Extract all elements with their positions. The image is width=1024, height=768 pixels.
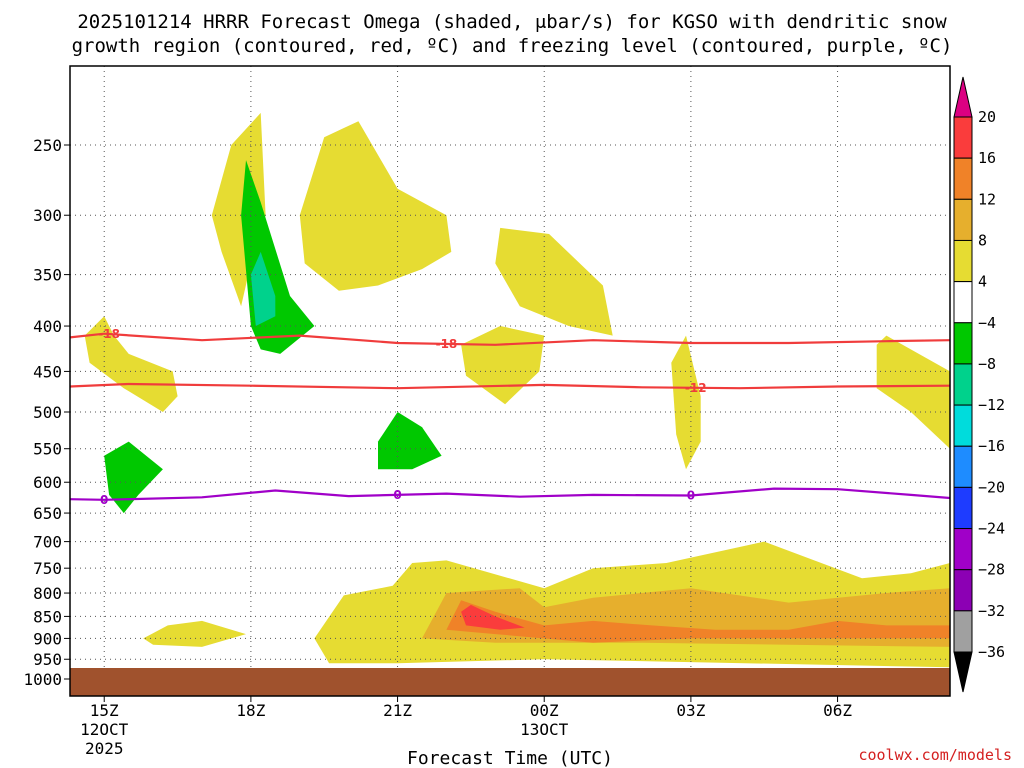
colorbar-swatch-9 (953, 486, 973, 530)
colorbar-swatch-12 (953, 610, 973, 653)
ytick-label-900: 900 (33, 629, 62, 648)
colorbar-swatch-4 (953, 281, 973, 324)
xtick-date-3: 13OCT (520, 720, 569, 739)
omega-region-pos4-8 (876, 335, 950, 449)
colorbar-swatch-1 (953, 157, 973, 200)
ytick-label-600: 600 (33, 473, 62, 492)
colorbar-tick-4: 4 (978, 273, 987, 291)
colorbar-swatch-8 (953, 445, 973, 488)
credit-text: coolwx.com/models (858, 746, 1012, 764)
contour-line-2 (70, 487, 950, 501)
omega-region-pos4-5 (495, 227, 613, 336)
omega-region-pos4-0 (143, 620, 246, 647)
omega-region-pos12-10 (446, 600, 950, 643)
omega-region-pos4-2 (299, 121, 452, 291)
plot-frame (69, 65, 951, 697)
ytick-label-300: 300 (33, 206, 62, 225)
contour-label-0-1: -18 (436, 337, 458, 351)
colorbar-tick-3: 8 (978, 231, 987, 249)
colorbar-bottom-extension (953, 651, 973, 693)
xtick-label-4: 03Z (676, 701, 705, 720)
contour-line-0 (70, 332, 950, 346)
ytick-label-950: 950 (33, 650, 62, 669)
omega-region-neg4-14 (378, 412, 442, 470)
colorbar-top-extension (953, 76, 973, 118)
colorbar-tick-12: −32 (978, 602, 1005, 620)
y-axis: 250 300 350 400 450 500 550 600 650 700 750 800 850 9… (23, 136, 70, 689)
temperature-contours: -18 -18 -12 0 0 0 (70, 327, 950, 507)
colorbar-tick-2: 12 (978, 190, 996, 208)
ground-surface (70, 668, 950, 696)
omega-region-pos4-7 (671, 335, 701, 470)
gridlines (70, 66, 950, 696)
xtick-label-5: 06Z (823, 701, 852, 720)
contour-label-2-0: 0 (100, 493, 108, 507)
colorbar-swatch-0 (953, 116, 973, 159)
contour-label-2-2: 0 (687, 488, 695, 502)
colorbar-swatch-7 (953, 404, 973, 447)
ytick-label-400: 400 (33, 317, 62, 336)
colorbar-tick-7: −12 (978, 396, 1005, 414)
ytick-label-350: 350 (33, 266, 62, 285)
colorbar-swatch-5 (953, 322, 973, 365)
colorbar-tick-13: −36 (978, 643, 1005, 661)
ytick-label-700: 700 (33, 533, 62, 552)
colorbar-swatch-2 (953, 198, 973, 241)
colorbar-swatch-10 (953, 528, 973, 571)
xtick-label-3: 00Z (530, 701, 559, 720)
contour-label-2-1: 0 (393, 488, 401, 502)
omega-region-neg8-15 (250, 251, 276, 326)
colorbar-tick-5: −4 (978, 314, 996, 332)
x-axis-label: Forecast Time (UTC) (407, 748, 613, 768)
chart-title-line-2: growth region (contoured, red, ºC) and f… (72, 35, 953, 57)
chart-title-line-1: 2025101214 HRRR Forecast Omega (shaded, … (77, 11, 947, 33)
xtick-label-1: 18Z (236, 701, 265, 720)
ytick-label-750: 750 (33, 559, 62, 578)
omega-region-neg4-13 (104, 441, 163, 514)
colorbar-tick-10: −24 (978, 520, 1005, 538)
xtick-year-0: 2025 (85, 739, 124, 758)
colorbar-tick-11: −28 (978, 561, 1005, 579)
ytick-label-550: 550 (33, 440, 62, 459)
ytick-label-450: 450 (33, 362, 62, 381)
ytick-label-650: 650 (33, 504, 62, 523)
xtick-label-0: 15Z (90, 701, 119, 720)
colorbar-swatch-3 (953, 239, 973, 283)
omega-region-pos16-11 (461, 604, 525, 630)
colorbar-tick-6: −8 (978, 355, 996, 373)
contour-label-0-0: -18 (98, 327, 120, 341)
colorbar-tick-1: 16 (978, 149, 996, 167)
ytick-label-800: 800 (33, 584, 62, 603)
colorbar-tick-9: −20 (978, 478, 1005, 496)
contour-label-1-0: -12 (685, 381, 707, 395)
ytick-label-250: 250 (33, 136, 62, 155)
colorbar: 20 16 12 8 4 −4 −8 −12 −16 −20 −24 −28 −32 −36 (953, 76, 1005, 693)
omega-region-pos4-3 (84, 316, 178, 412)
ytick-label-500: 500 (33, 403, 62, 422)
colorbar-swatch-6 (953, 363, 973, 406)
contour-line-1 (70, 382, 950, 390)
ytick-label-850: 850 (33, 607, 62, 626)
colorbar-tick-8: −16 (978, 437, 1005, 455)
ytick-label-1000: 1000 (23, 670, 62, 689)
xtick-label-2: 21Z (383, 701, 412, 720)
xtick-date-0: 12OCT (80, 720, 129, 739)
colorbar-tick-0: 20 (978, 108, 996, 126)
colorbar-swatch-11 (953, 569, 973, 612)
